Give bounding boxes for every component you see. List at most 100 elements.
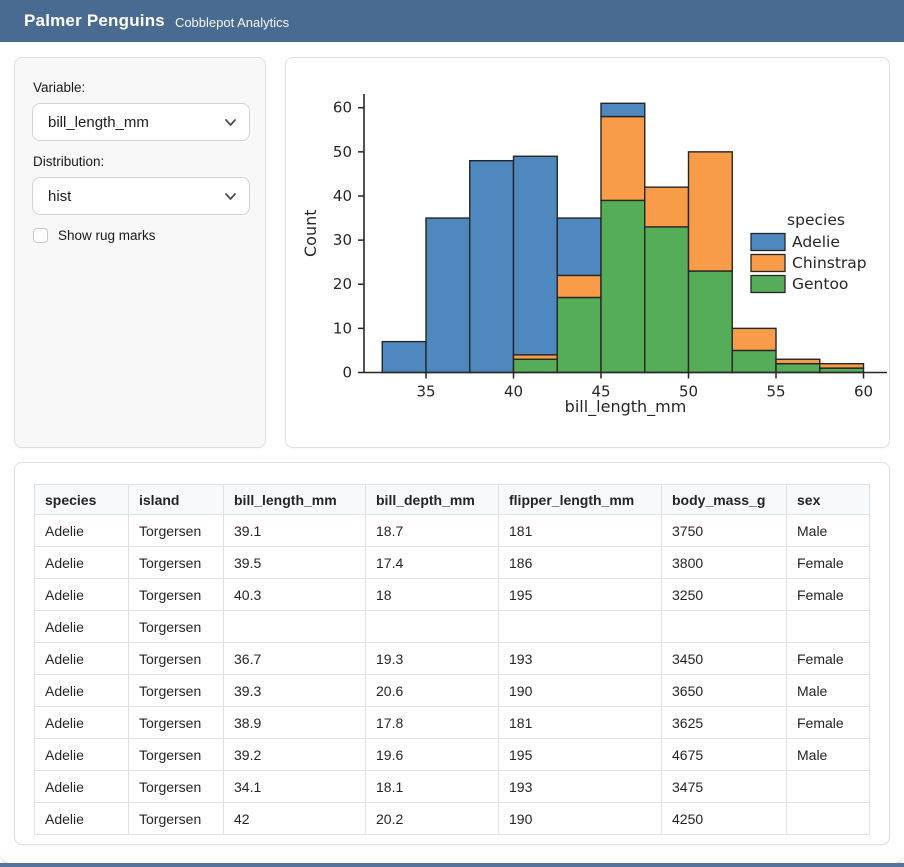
histogram-bar xyxy=(601,117,645,201)
table-row: AdelieTorgersen39.517.41863800Female xyxy=(35,547,870,579)
column-header: island xyxy=(129,485,224,515)
table-cell: 19.3 xyxy=(366,643,499,675)
y-tick-label: 10 xyxy=(333,319,352,337)
histogram-bar xyxy=(732,350,776,372)
table-cell: 19.6 xyxy=(366,739,499,771)
column-header: sex xyxy=(787,485,870,515)
distribution-select[interactable]: hist xyxy=(32,177,250,215)
histogram-bar xyxy=(426,218,470,372)
table-row: AdelieTorgersen39.118.71813750Male xyxy=(35,515,870,547)
histogram-bar xyxy=(820,364,864,368)
table-cell: Adelie xyxy=(35,579,129,611)
legend-label: Chinstrap xyxy=(792,254,867,272)
histogram-bar xyxy=(601,103,645,116)
table-cell: 39.3 xyxy=(224,675,366,707)
legend-swatch xyxy=(751,234,785,251)
histogram-bar xyxy=(645,227,689,373)
table-cell: Torgersen xyxy=(129,739,224,771)
table-cell: 20.6 xyxy=(366,675,499,707)
table-cell: 190 xyxy=(499,675,662,707)
table-cell xyxy=(499,611,662,643)
histogram-bar xyxy=(557,297,601,372)
y-tick-label: 40 xyxy=(333,187,352,205)
table-cell: 17.4 xyxy=(366,547,499,579)
table-cell xyxy=(224,611,366,643)
table-cell: Female xyxy=(787,579,870,611)
table-cell: 190 xyxy=(499,803,662,835)
table-cell: 193 xyxy=(499,643,662,675)
table-row: AdelieTorgersen xyxy=(35,611,870,643)
distribution-select-wrap: hist xyxy=(32,177,250,215)
table-cell: 34.1 xyxy=(224,771,366,803)
table-cell: Adelie xyxy=(35,803,129,835)
histogram-bar xyxy=(689,152,733,271)
x-tick-label: 35 xyxy=(416,383,435,401)
table-cell: Male xyxy=(787,675,870,707)
column-header: species xyxy=(35,485,129,515)
table-cell: Torgersen xyxy=(129,611,224,643)
histogram-bar xyxy=(514,359,558,372)
y-tick-label: 50 xyxy=(333,143,352,161)
table-cell xyxy=(366,611,499,643)
table-cell: 3800 xyxy=(662,547,787,579)
table-cell: 3450 xyxy=(662,643,787,675)
table-header-row: speciesislandbill_length_mmbill_depth_mm… xyxy=(35,485,870,515)
histogram-bar xyxy=(732,328,776,350)
legend-swatch xyxy=(751,276,785,293)
histogram-bar xyxy=(470,161,514,373)
table-cell: Adelie xyxy=(35,739,129,771)
table-cell: 181 xyxy=(499,707,662,739)
table-cell: 39.5 xyxy=(224,547,366,579)
table-cell: 38.9 xyxy=(224,707,366,739)
variable-label: Variable: xyxy=(33,80,248,95)
table-cell: Torgersen xyxy=(129,675,224,707)
table-cell: 20.2 xyxy=(366,803,499,835)
table-cell: 3650 xyxy=(662,675,787,707)
variable-select-wrap: bill_length_mm xyxy=(32,103,250,141)
table-cell: 40.3 xyxy=(224,579,366,611)
app-title: Palmer Penguins xyxy=(24,11,165,31)
y-tick-label: 20 xyxy=(333,275,352,293)
table-panel: speciesislandbill_length_mmbill_depth_mm… xyxy=(14,462,890,845)
table-cell: 39.1 xyxy=(224,515,366,547)
table-row: AdelieTorgersen34.118.11933475 xyxy=(35,771,870,803)
table-cell: Male xyxy=(787,515,870,547)
histogram-chart: 3540455055600102030405060bill_length_mmC… xyxy=(286,58,889,447)
table-cell: 195 xyxy=(499,739,662,771)
table-cell: Female xyxy=(787,707,870,739)
bottom-accent-strip xyxy=(0,863,904,867)
table-cell: 4675 xyxy=(662,739,787,771)
table-cell: 42 xyxy=(224,803,366,835)
table-cell: 186 xyxy=(499,547,662,579)
table-cell: 193 xyxy=(499,771,662,803)
table-cell: Adelie xyxy=(35,515,129,547)
sidebar-panel: Variable: bill_length_mm Distribution: h… xyxy=(14,57,266,448)
rug-checkbox[interactable] xyxy=(33,228,48,243)
table-cell: 4250 xyxy=(662,803,787,835)
table-cell xyxy=(787,611,870,643)
table-cell: 3475 xyxy=(662,771,787,803)
histogram-bar xyxy=(776,359,820,363)
y-axis-label: Count xyxy=(301,209,320,257)
table-cell: 36.7 xyxy=(224,643,366,675)
histogram-bar xyxy=(557,275,601,297)
app-subtitle: Cobblepot Analytics xyxy=(175,15,289,30)
table-cell: Torgersen xyxy=(129,515,224,547)
x-tick-label: 40 xyxy=(504,383,523,401)
table-row: AdelieTorgersen38.917.81813625Female xyxy=(35,707,870,739)
table-cell: Adelie xyxy=(35,611,129,643)
x-axis-label: bill_length_mm xyxy=(565,397,687,417)
column-header: body_mass_g xyxy=(662,485,787,515)
variable-select[interactable]: bill_length_mm xyxy=(32,103,250,141)
table-cell: 18 xyxy=(366,579,499,611)
rug-checkbox-label[interactable]: Show rug marks xyxy=(58,228,156,243)
table-cell: Female xyxy=(787,643,870,675)
histogram-bar xyxy=(645,187,689,227)
table-cell: 17.8 xyxy=(366,707,499,739)
table-cell: 3625 xyxy=(662,707,787,739)
table-cell: 3750 xyxy=(662,515,787,547)
table-cell: Adelie xyxy=(35,675,129,707)
table-cell: Torgersen xyxy=(129,643,224,675)
table-cell: Adelie xyxy=(35,771,129,803)
x-tick-label: 60 xyxy=(854,383,873,401)
